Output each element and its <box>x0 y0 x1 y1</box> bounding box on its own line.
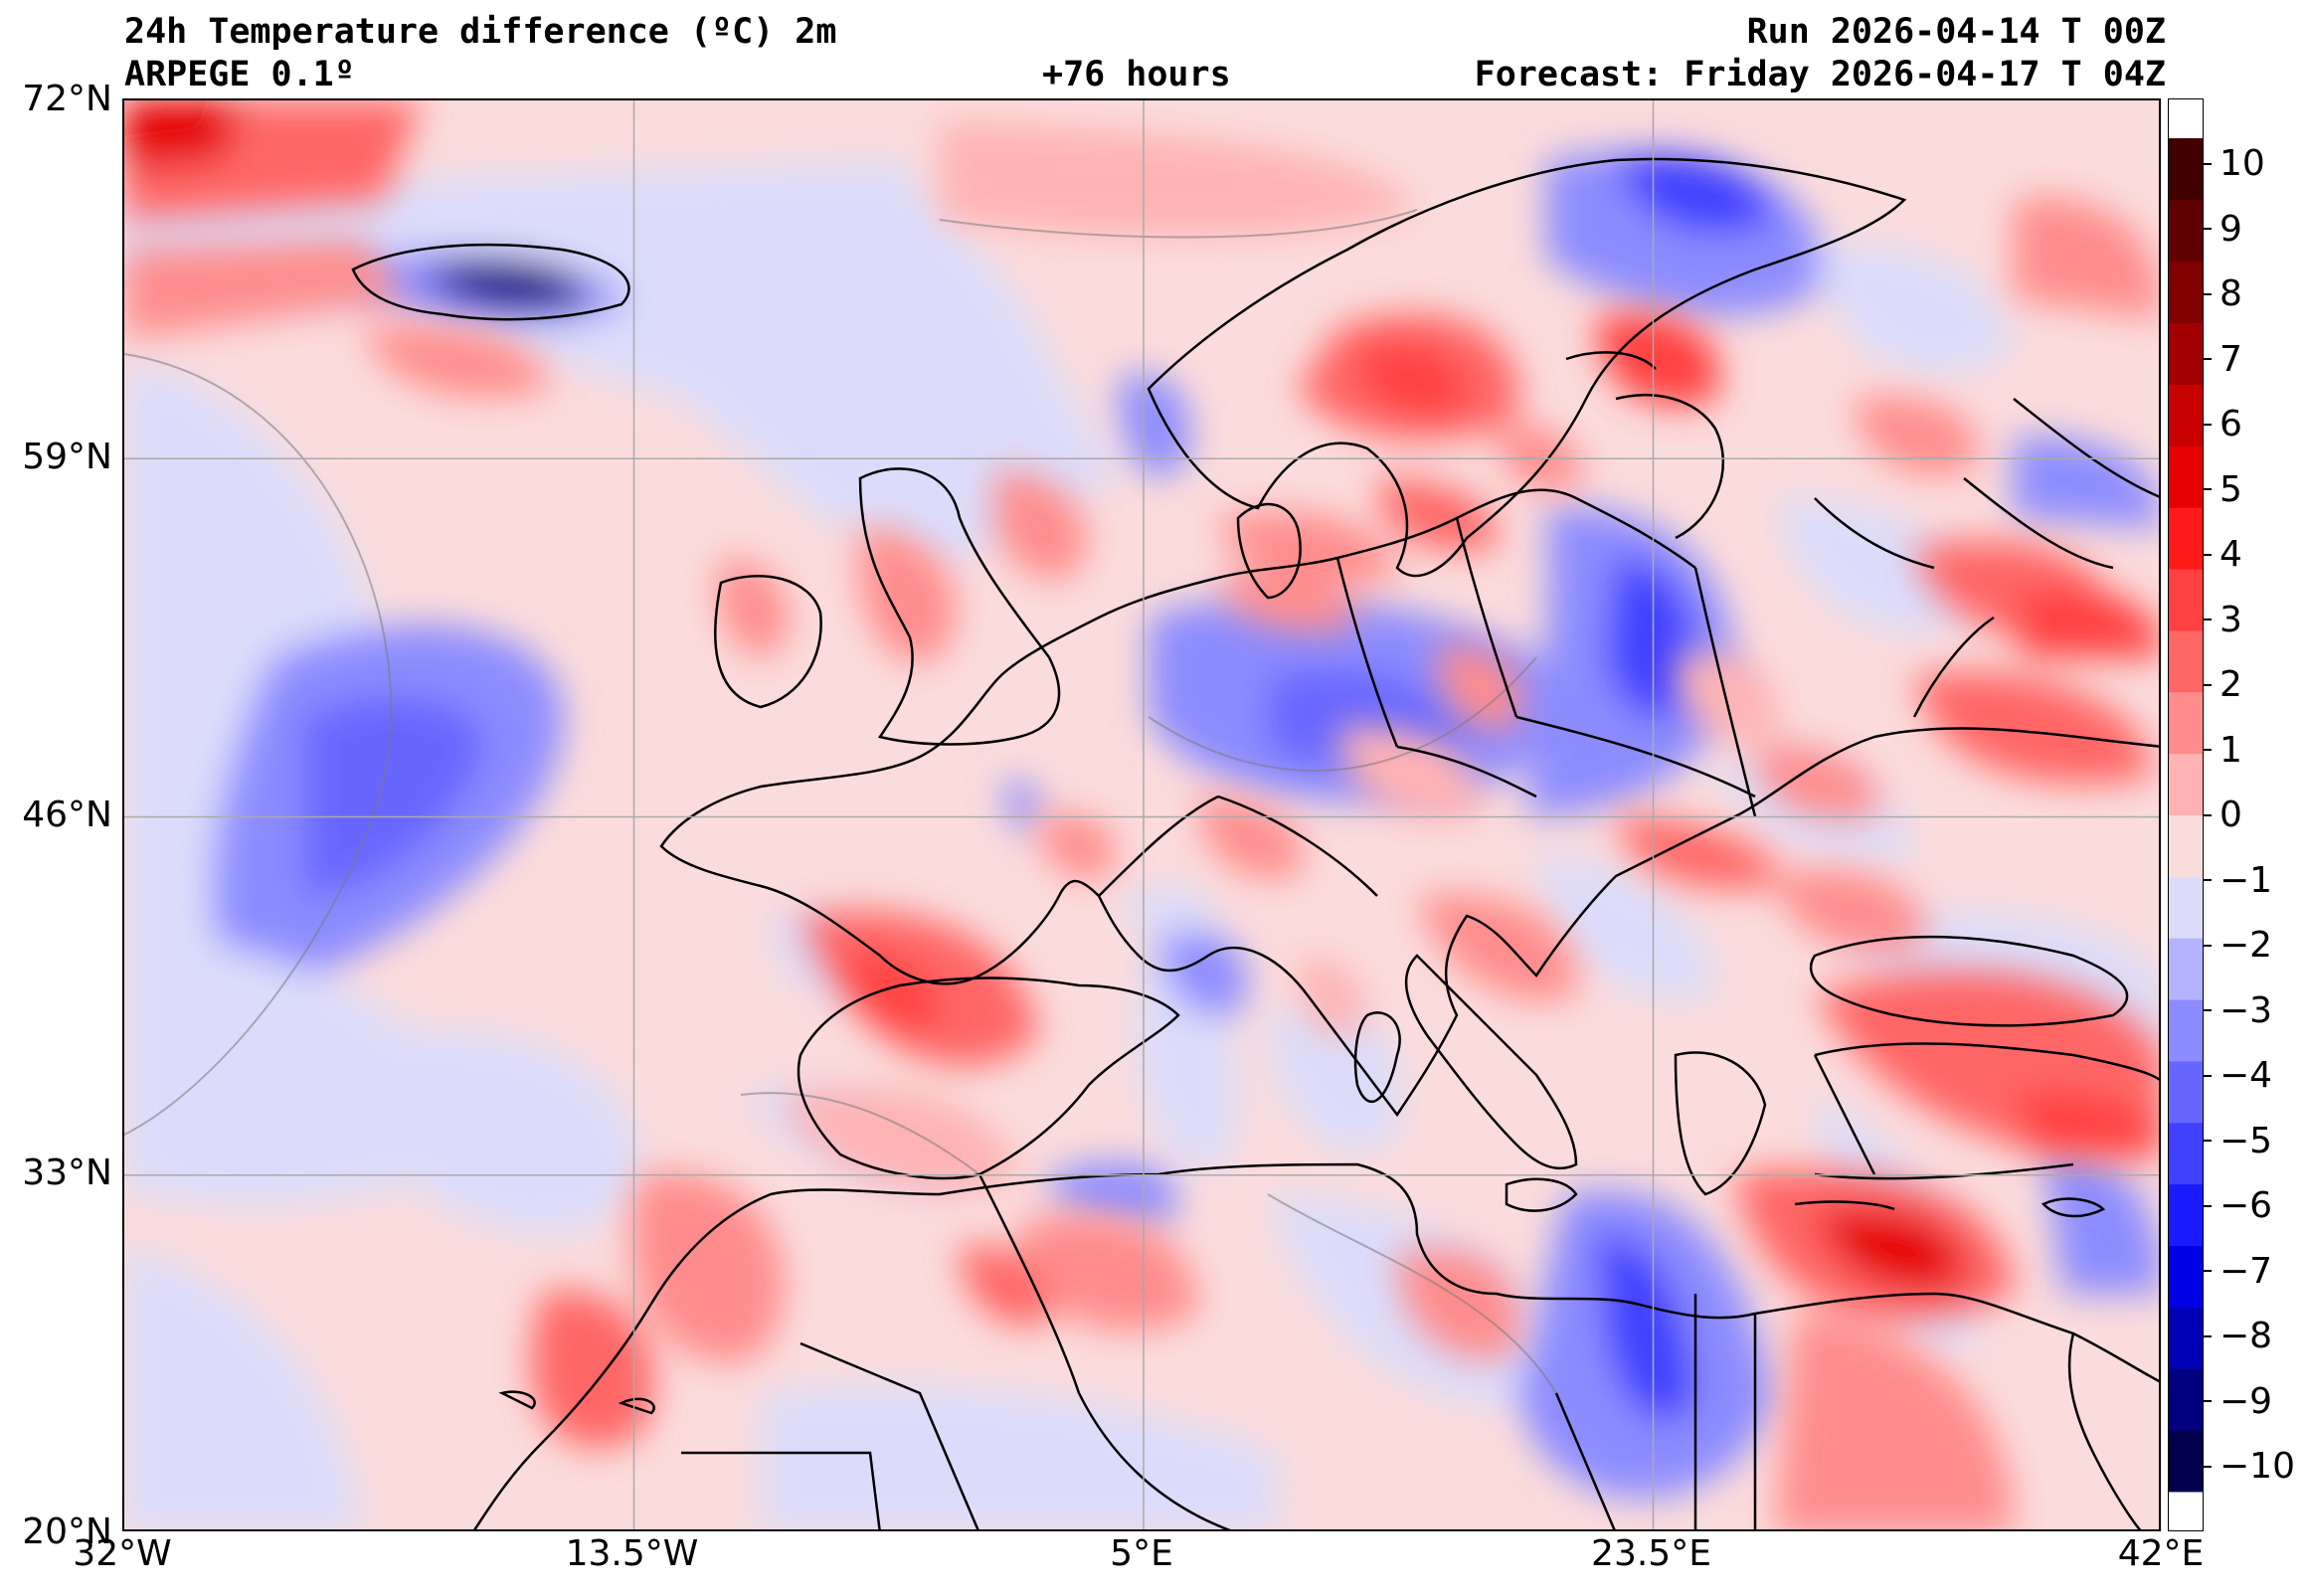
colorbar-tick-label: 4 <box>2219 534 2242 575</box>
colorbar-segment <box>2169 569 2203 631</box>
colorbar-tick <box>2204 944 2212 947</box>
colorbar-tick <box>2204 813 2212 816</box>
model-label: ARPEGE 0.1º <box>124 55 355 94</box>
colorbar-tick-label: −4 <box>2219 1055 2273 1096</box>
colorbar-tick-label: 10 <box>2219 143 2265 184</box>
x-tick-label: 32°W <box>73 1533 172 1574</box>
colorbar-tick-label: −6 <box>2219 1185 2273 1226</box>
colorbar-tick <box>2204 749 2212 751</box>
colorbar-tick-label: 5 <box>2219 468 2242 510</box>
colorbar-segment <box>2169 629 2203 693</box>
y-tick-label: 33°N <box>22 1153 112 1194</box>
anomaly-fields <box>124 151 2159 1529</box>
colorbar-tick <box>2204 1334 2212 1337</box>
gridlines <box>124 100 2159 1529</box>
y-tick-label: 46°N <box>22 795 112 835</box>
x-tick-label: 23.5°E <box>1591 1533 1711 1574</box>
colorbar-tick-label: −7 <box>2219 1250 2273 1292</box>
run-label: Run 2026-04-14 T 00Z <box>1746 12 2166 52</box>
colorbar-tick-label: 8 <box>2219 273 2242 314</box>
colorbar-segment <box>2169 691 2203 755</box>
colorbar-segment <box>2169 938 2203 1000</box>
colorbar-tick <box>2204 619 2212 621</box>
y-tick-label: 72°N <box>22 78 112 119</box>
colorbar-tick <box>2204 1270 2212 1272</box>
colorbar-tick-label: −3 <box>2219 989 2273 1031</box>
colorbar-segment <box>2169 814 2203 877</box>
colorbar-tick <box>2204 553 2212 556</box>
colorbar-tick-label: 6 <box>2219 404 2242 444</box>
colorbar-segment <box>2169 1245 2203 1308</box>
colorbar-tick-label: 1 <box>2219 729 2242 771</box>
colorbar-tick-label: −1 <box>2219 859 2273 901</box>
colorbar-tick <box>2204 1400 2212 1402</box>
colorbar-tick <box>2204 1009 2212 1011</box>
coastlines <box>351 157 2159 1529</box>
map-area[interactable] <box>122 98 2161 1531</box>
colorbar-segment <box>2169 322 2203 385</box>
colorbar-segment <box>2169 138 2203 201</box>
colorbar-tick-label: −2 <box>2219 925 2273 966</box>
colorbar-segment <box>2169 1122 2203 1185</box>
colorbar-tick <box>2204 1204 2212 1207</box>
y-tick-label: 59°N <box>22 436 112 477</box>
colorbar-segment <box>2169 1307 2203 1369</box>
colorbar-tick-label: 0 <box>2219 795 2242 835</box>
colorbar-segment <box>2169 1060 2203 1124</box>
colorbar-tick <box>2204 358 2212 360</box>
colorbar-tick <box>2204 162 2212 165</box>
colorbar-tick-label: 3 <box>2219 599 2242 640</box>
colorbar-tick-label: −10 <box>2219 1446 2295 1487</box>
colorbar-segment <box>2169 999 2203 1062</box>
colorbar-segment <box>2169 199 2203 263</box>
colorbar-tick-label: −5 <box>2219 1120 2273 1161</box>
colorbar-segment <box>2169 261 2203 324</box>
x-tick-label: 42°E <box>2117 1533 2205 1574</box>
colorbar-tick-label: −9 <box>2219 1380 2273 1422</box>
colorbar-segment <box>2169 1368 2203 1431</box>
colorbar-tick <box>2204 1074 2212 1077</box>
colorbar-segment <box>2169 1183 2203 1246</box>
colorbar-tick-label: 9 <box>2219 208 2242 250</box>
colorbar <box>2168 98 2204 1531</box>
lead-time-label: +76 hours <box>1042 55 1231 94</box>
colorbar-tick <box>2204 1140 2212 1142</box>
y-tick-label: 20°N <box>22 1510 112 1552</box>
colorbar-segment <box>2169 507 2203 570</box>
contour-lines <box>124 209 1557 1394</box>
colorbar-tick <box>2204 228 2212 230</box>
colorbar-tick-label: 2 <box>2219 664 2242 705</box>
colorbar-segment <box>2169 753 2203 815</box>
x-tick-label: 13.5°W <box>565 1533 699 1574</box>
colorbar-tick <box>2204 488 2212 490</box>
colorbar-tick <box>2204 683 2212 686</box>
colorbar-segment <box>2169 384 2203 446</box>
colorbar-tick <box>2204 292 2212 295</box>
colorbar-tick-label: 7 <box>2219 338 2242 380</box>
forecast-label: Forecast: Friday 2026-04-17 T 04Z <box>1474 55 2166 94</box>
colorbar-segment <box>2169 876 2203 939</box>
colorbar-tick <box>2204 423 2212 426</box>
chart-title: 24h Temperature difference (ºC) 2m <box>124 12 837 52</box>
colorbar-segment <box>2169 1430 2203 1493</box>
x-tick-label: 5°E <box>1110 1533 1173 1574</box>
colorbar-tick <box>2204 1465 2212 1468</box>
colorbar-tick <box>2204 879 2212 881</box>
colorbar-segment <box>2169 445 2203 508</box>
temperature-map <box>124 100 2159 1529</box>
colorbar-tick-label: −8 <box>2219 1316 2273 1356</box>
